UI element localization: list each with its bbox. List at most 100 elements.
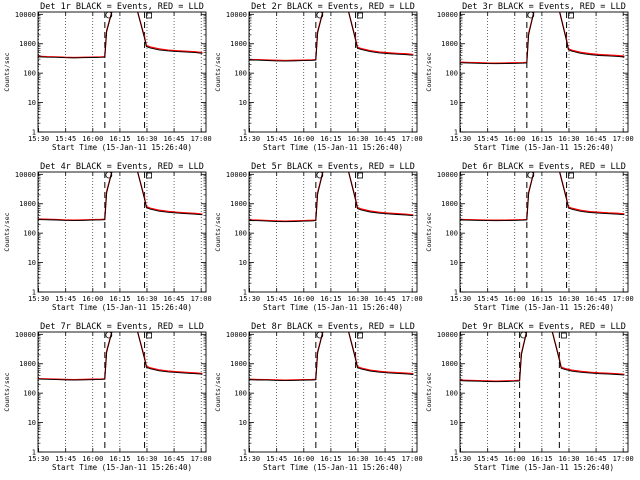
flare-marker-square xyxy=(357,172,363,179)
x-tick-label: 16:00 xyxy=(82,455,103,463)
x-tick-label: 16:30 xyxy=(136,295,157,303)
series-group xyxy=(460,12,625,65)
y-tick-label: 1 xyxy=(32,289,36,297)
y-tick-label: 1 xyxy=(32,449,36,457)
x-tick-label: 15:45 xyxy=(477,295,498,303)
lld-series-line xyxy=(249,332,414,381)
y-axis-label: Counts/sec xyxy=(3,212,11,251)
x-tick-label: 15:30 xyxy=(28,135,49,143)
y-tick-label: 100 xyxy=(234,390,247,398)
lld-series-line xyxy=(38,332,203,381)
x-axis-label: Start Time (15-Jan-11 15:26:40) xyxy=(263,143,403,152)
series-group xyxy=(38,332,203,381)
x-tick-label: 17:00 xyxy=(402,455,423,463)
x-tick-label: 16:30 xyxy=(347,135,368,143)
y-axis-label: Counts/sec xyxy=(3,372,11,411)
panel-title: Det 5r BLACK = Events, RED = LLD xyxy=(251,162,415,172)
flare-marker-square xyxy=(146,12,152,19)
x-tick-label: 17:00 xyxy=(402,295,423,303)
y-tick-label: 1 xyxy=(243,129,247,137)
det-panel-8: 15:30 15:45 16:00 16:15 16:30 16:45 17:00 1 10 10… xyxy=(214,322,423,472)
x-tick-label: 16:00 xyxy=(293,455,314,463)
y-tick-label: 1000 xyxy=(230,40,247,48)
panel-title: Det 6r BLACK = Events, RED = LLD xyxy=(462,162,626,172)
events-series-line xyxy=(38,172,203,222)
y-tick-label: 10000 xyxy=(226,331,247,339)
events-series-line xyxy=(460,172,625,222)
x-axis-label: Start Time (15-Jan-11 15:26:40) xyxy=(52,143,192,152)
flare-marker-square xyxy=(568,12,574,19)
y-tick-label: 10000 xyxy=(437,171,458,179)
y-tick-label: 10 xyxy=(450,419,458,427)
lld-series-line xyxy=(249,12,414,62)
flare-marker-square xyxy=(568,172,574,179)
x-tick-label: 16:45 xyxy=(164,455,185,463)
plot-frame xyxy=(248,171,418,293)
x-tick-label: 16:00 xyxy=(293,295,314,303)
y-tick-label: 1000 xyxy=(441,360,458,368)
series-group xyxy=(38,12,203,59)
x-tick-label: 17:00 xyxy=(402,135,423,143)
y-axis-label: Counts/sec xyxy=(214,212,222,251)
x-tick-label: 16:30 xyxy=(347,295,368,303)
y-tick-label: 100 xyxy=(23,390,36,398)
x-tick-label: 17:00 xyxy=(613,135,634,143)
x-tick-label: 16:30 xyxy=(558,455,579,463)
x-tick-label: 16:45 xyxy=(586,295,607,303)
y-tick-label: 10000 xyxy=(226,171,247,179)
y-axis-label: Counts/sec xyxy=(425,52,433,91)
events-series-line xyxy=(249,332,414,382)
x-tick-label: 15:45 xyxy=(266,455,287,463)
x-tick-label: 16:45 xyxy=(164,135,185,143)
x-tick-label: 15:30 xyxy=(28,455,49,463)
x-tick-label: 15:30 xyxy=(450,295,471,303)
y-tick-label: 10000 xyxy=(15,11,36,19)
y-tick-label: 10000 xyxy=(226,11,247,19)
lld-series-line xyxy=(249,172,414,222)
y-tick-label: 10 xyxy=(239,99,247,107)
panel-title: Det 7r BLACK = Events, RED = LLD xyxy=(40,322,204,332)
y-tick-label: 100 xyxy=(445,70,458,78)
det-panel-7: 15:30 15:45 16:00 16:15 16:30 16:45 17:00 1 10 10… xyxy=(3,322,212,472)
series-group xyxy=(460,172,625,222)
x-tick-label: 17:00 xyxy=(191,135,212,143)
y-tick-label: 1000 xyxy=(441,40,458,48)
x-tick-label: 15:30 xyxy=(450,455,471,463)
y-tick-label: 10 xyxy=(239,419,247,427)
events-series-line xyxy=(38,332,203,381)
y-tick-label: 10000 xyxy=(15,331,36,339)
x-tick-label: 16:30 xyxy=(558,135,579,143)
y-tick-label: 1000 xyxy=(19,200,36,208)
y-axis-label: Counts/sec xyxy=(425,212,433,251)
x-tick-label: 16:15 xyxy=(320,135,341,143)
y-tick-label: 10 xyxy=(450,99,458,107)
x-tick-label: 15:30 xyxy=(450,135,471,143)
plot-frame xyxy=(459,171,629,293)
y-tick-label: 10 xyxy=(239,259,247,267)
y-tick-label: 1 xyxy=(243,289,247,297)
y-tick-label: 1 xyxy=(454,449,458,457)
y-axis-label: Counts/sec xyxy=(214,52,222,91)
flare-marker-square xyxy=(146,172,152,179)
series-group xyxy=(460,332,625,383)
series-group xyxy=(249,172,414,223)
panel-title: Det 2r BLACK = Events, RED = LLD xyxy=(251,2,415,12)
lld-series-line xyxy=(460,332,625,382)
x-tick-label: 15:30 xyxy=(239,295,260,303)
x-axis-label: Start Time (15-Jan-11 15:26:40) xyxy=(52,463,192,472)
y-tick-label: 10 xyxy=(28,419,36,427)
x-tick-label: 16:30 xyxy=(347,455,368,463)
x-tick-label: 16:15 xyxy=(109,295,130,303)
plot-frame xyxy=(37,331,207,453)
y-tick-label: 10 xyxy=(28,99,36,107)
y-tick-label: 100 xyxy=(234,230,247,238)
x-tick-label: 16:00 xyxy=(82,295,103,303)
lld-series-line xyxy=(38,172,203,221)
x-axis-label: Start Time (15-Jan-11 15:26:40) xyxy=(474,463,614,472)
y-tick-label: 1 xyxy=(454,129,458,137)
x-tick-label: 16:30 xyxy=(136,455,157,463)
x-tick-label: 16:45 xyxy=(375,455,396,463)
series-group xyxy=(249,12,414,62)
panel-title: Det 1r BLACK = Events, RED = LLD xyxy=(40,2,204,12)
lld-series-line xyxy=(38,12,203,59)
